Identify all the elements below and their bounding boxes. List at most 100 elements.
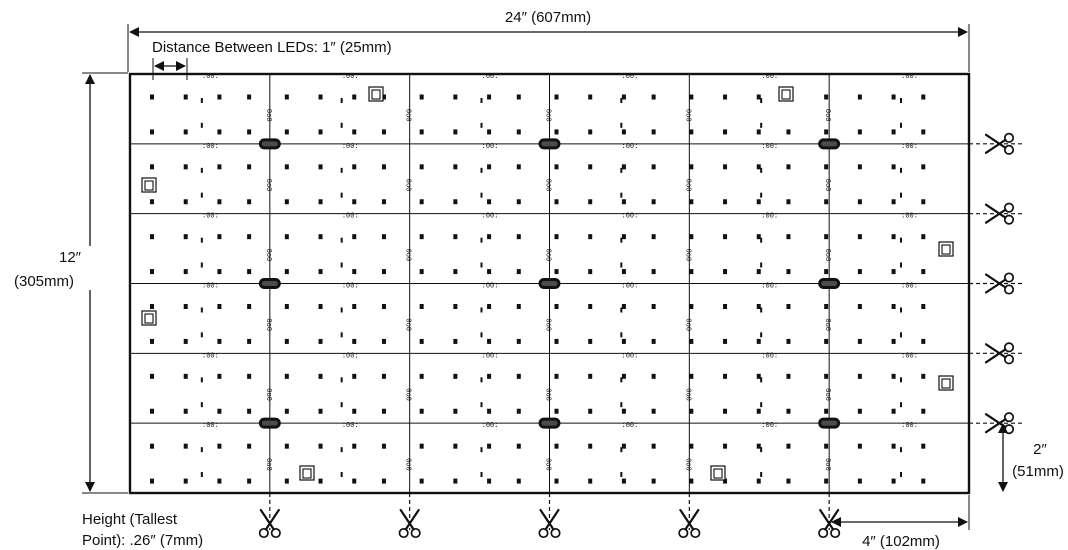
resistor-mark — [760, 192, 763, 198]
resistor-mark: :00: — [482, 352, 499, 360]
led — [921, 408, 926, 414]
led — [554, 478, 559, 484]
resistor-mark: 0o0 — [404, 179, 412, 192]
led — [621, 304, 626, 309]
led — [891, 408, 896, 414]
driver-chip-icon — [258, 417, 281, 429]
led — [554, 443, 559, 449]
led — [554, 94, 559, 100]
resistor-mark: 0o0 — [404, 458, 412, 471]
led — [554, 269, 559, 275]
resistor-mark: :00: — [482, 422, 499, 430]
led — [183, 373, 188, 379]
led — [150, 373, 154, 379]
resistor-mark: :00: — [342, 352, 359, 360]
resistor-mark — [480, 447, 483, 453]
strip-height-dimension: 2″ (51mm) — [998, 423, 1064, 492]
resistor-mark — [900, 237, 902, 243]
led — [689, 408, 694, 414]
resistor-mark: 0o0 — [683, 318, 691, 331]
led — [352, 373, 357, 379]
resistor-mark — [760, 402, 763, 408]
driver-chip-icon — [538, 138, 561, 150]
led — [381, 164, 386, 170]
led — [487, 478, 492, 484]
led — [891, 443, 896, 449]
led — [857, 304, 862, 309]
led — [453, 164, 458, 170]
led — [381, 443, 386, 449]
led — [588, 443, 593, 449]
resistor-mark — [900, 332, 902, 338]
resistor-mark: :00: — [202, 143, 219, 151]
led — [284, 373, 289, 379]
led — [318, 373, 323, 379]
driver-chip-icon — [538, 417, 561, 429]
led — [150, 443, 154, 449]
connector-icon — [141, 177, 157, 193]
led — [487, 234, 492, 240]
led — [217, 269, 222, 275]
led — [756, 269, 761, 275]
led — [284, 478, 289, 484]
led — [381, 304, 386, 309]
led — [419, 443, 424, 449]
led — [516, 478, 521, 484]
led — [554, 373, 559, 379]
led — [786, 443, 791, 449]
led — [857, 234, 862, 240]
led — [150, 269, 154, 275]
resistor-mark: 0o0 — [544, 109, 552, 122]
led — [487, 408, 492, 414]
resistor-mark — [760, 167, 763, 173]
led — [723, 199, 728, 205]
driver-chip-icon — [258, 278, 281, 289]
led — [921, 164, 926, 170]
led — [217, 129, 222, 135]
led — [284, 199, 289, 205]
led — [516, 234, 521, 240]
led — [150, 478, 154, 484]
led — [786, 373, 791, 379]
resistor-mark — [200, 122, 203, 128]
led — [352, 94, 357, 100]
led — [284, 304, 289, 309]
resistor-mark: 0o0 — [823, 458, 831, 471]
resistor-mark: :00: — [761, 352, 778, 360]
led — [183, 129, 188, 135]
led — [786, 234, 791, 240]
strip-height-mm-label: (51mm) — [1012, 463, 1064, 480]
led-spacing-dimension: Distance Between LEDs: 1″ (25mm) — [152, 39, 392, 80]
led — [247, 234, 252, 240]
led — [487, 199, 492, 205]
led — [419, 338, 424, 344]
led — [247, 478, 252, 484]
led — [150, 338, 154, 344]
led — [284, 129, 289, 135]
resistor-mark — [340, 262, 343, 268]
total-height-dimension: 12″ (305mm) — [14, 72, 128, 494]
resistor-mark: 0o0 — [683, 249, 691, 262]
led — [723, 304, 728, 309]
led — [516, 338, 521, 344]
led — [318, 269, 323, 275]
led — [689, 478, 694, 484]
led — [217, 234, 222, 240]
led — [381, 373, 386, 379]
led — [588, 234, 593, 240]
resistor-mark: 0o0 — [823, 249, 831, 262]
resistor-mark — [900, 307, 902, 313]
resistor-mark — [200, 262, 203, 268]
led — [921, 478, 926, 484]
led — [621, 408, 626, 414]
led — [284, 94, 289, 100]
led — [352, 304, 357, 309]
resistor-mark — [340, 332, 343, 338]
led — [689, 199, 694, 205]
led — [487, 338, 492, 344]
led — [756, 304, 761, 309]
resistor-mark: 0o0 — [404, 109, 412, 122]
led — [284, 443, 289, 449]
led — [723, 478, 728, 484]
led — [453, 478, 458, 484]
